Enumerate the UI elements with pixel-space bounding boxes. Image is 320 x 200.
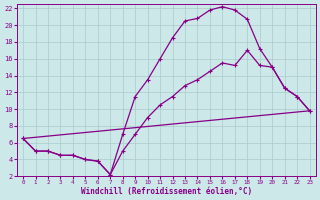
X-axis label: Windchill (Refroidissement éolien,°C): Windchill (Refroidissement éolien,°C) — [81, 187, 252, 196]
